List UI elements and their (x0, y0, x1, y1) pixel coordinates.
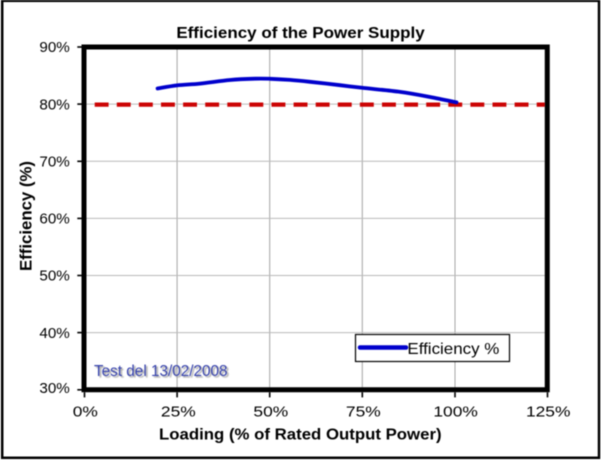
svg-text:25%: 25% (161, 403, 196, 420)
svg-text:80%: 80% (39, 96, 69, 113)
svg-text:75%: 75% (346, 403, 381, 420)
svg-text:Efficiency of the Power Supply: Efficiency of the Power Supply (176, 24, 425, 41)
svg-text:100%: 100% (433, 403, 477, 420)
svg-text:Test del 13/02/2008: Test del 13/02/2008 (96, 364, 230, 381)
svg-text:90%: 90% (39, 39, 69, 56)
svg-text:30%: 30% (39, 380, 69, 397)
svg-text:Efficiency (%): Efficiency (%) (17, 161, 36, 271)
svg-text:Test del 13/02/2008: Test del 13/02/2008 (94, 363, 228, 380)
svg-text:Loading (% of Rated Output Pow: Loading (% of Rated Output Power) (159, 426, 442, 444)
svg-text:40%: 40% (39, 325, 69, 342)
svg-text:50%: 50% (253, 403, 288, 420)
svg-text:70%: 70% (39, 154, 69, 171)
svg-text:50%: 50% (39, 268, 69, 285)
svg-text:125%: 125% (526, 403, 570, 420)
svg-text:0%: 0% (73, 403, 98, 420)
svg-text:60%: 60% (39, 211, 69, 228)
svg-text:Efficiency %: Efficiency % (407, 340, 499, 357)
